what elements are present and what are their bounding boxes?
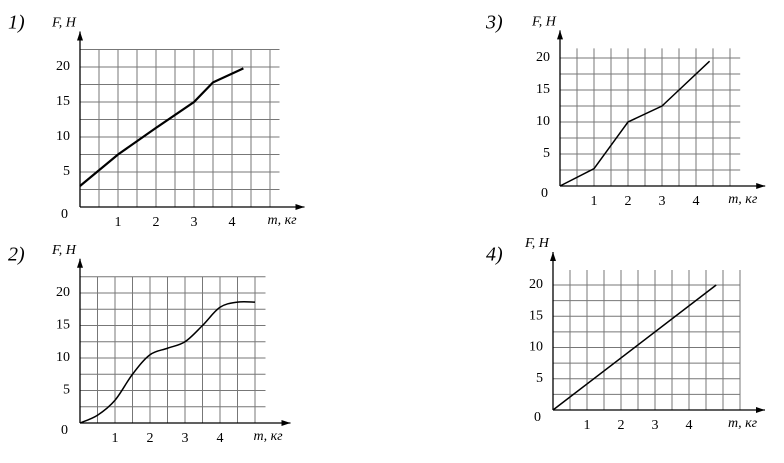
x-axis-title: m, кг (254, 429, 284, 444)
data-line (79, 67, 244, 187)
panel-label: 1) (8, 12, 25, 34)
y-tick-label: 20 (536, 50, 550, 65)
x-axis-title: m, кг (268, 213, 298, 228)
x-tick-label: 2 (153, 215, 160, 230)
origin-label: 0 (61, 207, 68, 222)
x-tick-label: 2 (618, 418, 625, 433)
y-tick-label: 10 (529, 340, 543, 355)
y-tick-label: 5 (63, 383, 70, 398)
origin-label: 0 (541, 186, 548, 201)
panel-label: 2) (8, 244, 25, 266)
y-axis-title: F, Н (531, 15, 557, 30)
x-tick-label: 1 (112, 431, 119, 446)
y-tick-label: 5 (543, 146, 550, 161)
x-arrow (756, 407, 765, 413)
x-axis-title: m, кг (728, 192, 758, 207)
y-tick-label: 5 (63, 164, 70, 179)
y-tick-label: 15 (56, 318, 70, 333)
x-tick-label: 4 (229, 215, 236, 230)
y-tick-label: 20 (56, 59, 70, 74)
x-tick-label: 3 (659, 194, 666, 209)
origin-label: 0 (534, 410, 541, 425)
y-axis-title: F, Н (51, 16, 77, 31)
x-tick-label: 3 (191, 215, 198, 230)
x-arrow (295, 204, 305, 210)
x-tick-label: 2 (147, 431, 154, 446)
y-tick-label: 10 (536, 114, 550, 129)
y-axis-title: F, Н (51, 243, 77, 258)
x-axis-title: m, кг (728, 416, 758, 431)
x-tick-label: 1 (115, 215, 122, 230)
y-arrow (77, 258, 83, 268)
x-tick-label: 4 (693, 194, 700, 209)
y-arrow (77, 31, 83, 41)
x-tick-label: 2 (625, 194, 632, 209)
x-tick-label: 4 (686, 418, 693, 433)
x-tick-label: 1 (584, 418, 591, 433)
x-tick-label: 1 (591, 194, 598, 209)
x-arrow (756, 183, 766, 189)
y-axis-title: F, Н (524, 236, 550, 251)
y-tick-label: 20 (56, 285, 70, 300)
y-tick-label: 5 (536, 371, 543, 386)
data-line (79, 300, 256, 424)
data-line (559, 60, 711, 187)
x-arrow (281, 420, 291, 426)
y-tick-label: 15 (56, 94, 70, 109)
data-line (552, 284, 717, 411)
y-tick-label: 15 (529, 308, 543, 323)
y-arrow (557, 30, 563, 40)
y-tick-label: 15 (536, 82, 550, 97)
panel-label: 4) (486, 244, 503, 266)
y-tick-label: 10 (56, 350, 70, 365)
panel-label: 3) (485, 12, 503, 34)
y-arrow (550, 252, 556, 261)
y-tick-label: 10 (56, 129, 70, 144)
x-tick-label: 3 (182, 431, 189, 446)
x-tick-label: 3 (652, 418, 659, 433)
y-tick-label: 20 (529, 277, 543, 292)
x-tick-label: 4 (217, 431, 224, 446)
origin-label: 0 (61, 423, 68, 438)
